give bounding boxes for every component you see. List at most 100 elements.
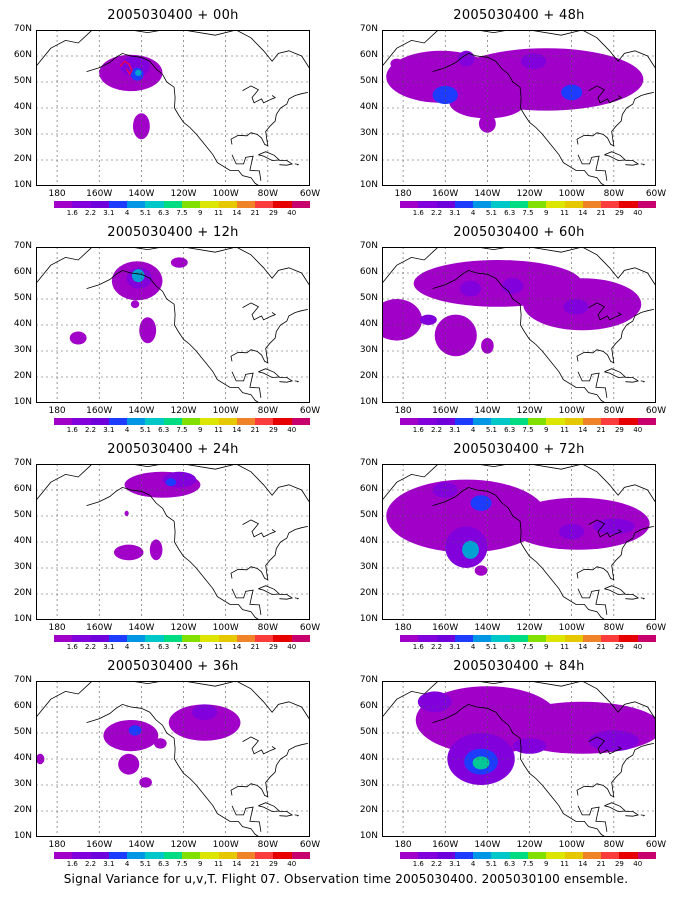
colorbar-label: 14 <box>232 860 242 868</box>
colorbar-label: 1.6 <box>66 426 78 434</box>
panel-title: 2005030400 + 00h <box>107 8 239 23</box>
coastline <box>577 154 608 181</box>
colorbar-swatch <box>72 201 91 208</box>
colorbar-swatch <box>54 635 73 642</box>
lat-tick-label: 30N <box>13 562 32 572</box>
lon-tick-label: 140W <box>474 623 501 633</box>
colorbar-swatch <box>546 635 565 642</box>
colorbar-label: 29 <box>614 209 624 217</box>
map-panel: 2005030400 + 00h 70N 60N 50N 40N 30N 20N 10N 180… <box>0 0 346 217</box>
coastline <box>230 92 308 147</box>
colorbar-swatch <box>218 635 237 642</box>
colorbar-swatch <box>564 852 583 859</box>
map-frame <box>36 681 310 837</box>
colorbar-label: 9 <box>198 209 203 217</box>
coastline <box>279 160 294 166</box>
colorbar-label: 7.5 <box>522 209 534 217</box>
colorbar-swatch <box>163 852 182 859</box>
panel-title: 2005030400 + 12h <box>107 225 239 240</box>
lat-tick-label: 20N <box>13 805 32 815</box>
lat-tick-label: 60N <box>359 701 378 711</box>
lon-tick-label: 80W <box>257 189 279 199</box>
lat-tick-label: 70N <box>13 241 32 251</box>
variance-contour <box>135 69 142 77</box>
colorbar-swatch <box>255 201 274 208</box>
lat-tick-label: 60N <box>359 50 378 60</box>
coastline <box>604 585 627 595</box>
lon-tick-label: 140W <box>474 189 501 199</box>
colorbar-swatch <box>255 852 274 859</box>
coastline <box>279 594 294 600</box>
lon-tick-label: 180 <box>394 623 412 633</box>
colorbar-swatch <box>509 852 528 859</box>
coastline <box>604 802 627 812</box>
colorbar-label: 7.5 <box>176 860 188 868</box>
coastline <box>242 85 277 104</box>
lat-tick-label: 10N <box>359 831 378 841</box>
colorbar-swatch <box>181 418 201 425</box>
colorbar-swatch <box>473 201 492 208</box>
lat-tick-label: 10N <box>359 614 378 624</box>
coastline <box>231 588 262 615</box>
lat-tick-label: 40N <box>13 536 32 546</box>
coastline <box>588 519 623 538</box>
colorbar-swatch <box>637 635 656 642</box>
colorbar-label: 9 <box>198 643 203 651</box>
colorbar-swatch <box>163 201 182 208</box>
lon-tick-label: 160W <box>86 623 113 633</box>
colorbar-label: 4 <box>124 643 130 651</box>
coastline <box>258 802 281 812</box>
colorbar-label: 1.6 <box>412 860 424 868</box>
panel-title: 2005030400 + 36h <box>107 659 239 674</box>
variance-contour <box>459 280 482 297</box>
lon-tick-label: 120W <box>170 189 197 199</box>
lat-tick-label: 10N <box>13 614 32 624</box>
lon-tick-label: 80W <box>257 623 279 633</box>
variance-contour <box>113 544 144 561</box>
colorbar-label: 14 <box>578 643 588 651</box>
lat-tick-label: 50N <box>13 727 32 737</box>
colorbar-swatch <box>145 852 164 859</box>
lon-tick-label: 80W <box>603 840 625 850</box>
colorbar-label: 1.6 <box>66 643 78 651</box>
lon-tick-label: 160W <box>432 623 459 633</box>
colorbar-swatch <box>436 201 455 208</box>
colorbar-swatch <box>546 418 565 425</box>
lon-tick-label: 160W <box>86 189 113 199</box>
colorbar <box>54 635 310 642</box>
variance-contour <box>478 114 496 133</box>
lon-tick-label: 180 <box>48 840 66 850</box>
lon-tick-label: 180 <box>48 623 66 633</box>
colorbar-swatch <box>491 418 510 425</box>
lon-tick-label: 180 <box>394 189 412 199</box>
lon-tick-label: 120W <box>516 189 543 199</box>
coastline <box>432 52 606 186</box>
colorbar-swatch <box>582 852 602 859</box>
lat-tick-label: 50N <box>359 510 378 520</box>
colorbar-swatch <box>127 201 146 208</box>
colorbar-label: 2.2 <box>430 860 443 868</box>
colorbar-swatch <box>54 418 73 425</box>
lon-tick-label: 60W <box>645 623 667 633</box>
colorbar-label: 29 <box>268 426 278 434</box>
coastline <box>640 163 646 166</box>
variance-contour <box>563 299 589 315</box>
colorbar-label: 6.3 <box>158 209 170 217</box>
colorbar-swatch <box>582 635 602 642</box>
lat-tick-label: 60N <box>359 267 378 277</box>
colorbar-swatch <box>90 201 109 208</box>
lat-tick-label: 70N <box>13 458 32 468</box>
variance-contour <box>521 53 547 69</box>
colorbar-swatch <box>108 201 128 208</box>
map-panel: 2005030400 + 48h 70N 60N 50N 40N 30N 20N 10N 180… <box>346 0 692 217</box>
map-plot <box>382 681 656 837</box>
lon-tick-label: 140W <box>128 189 155 199</box>
map-plot <box>382 464 656 620</box>
colorbar-swatch <box>127 852 146 859</box>
colorbar-swatch <box>509 635 528 642</box>
map-plot <box>36 681 310 837</box>
coastline <box>86 269 260 403</box>
coastline <box>640 380 646 383</box>
map-plot <box>36 464 310 620</box>
colorbar-label: 40 <box>287 643 297 651</box>
